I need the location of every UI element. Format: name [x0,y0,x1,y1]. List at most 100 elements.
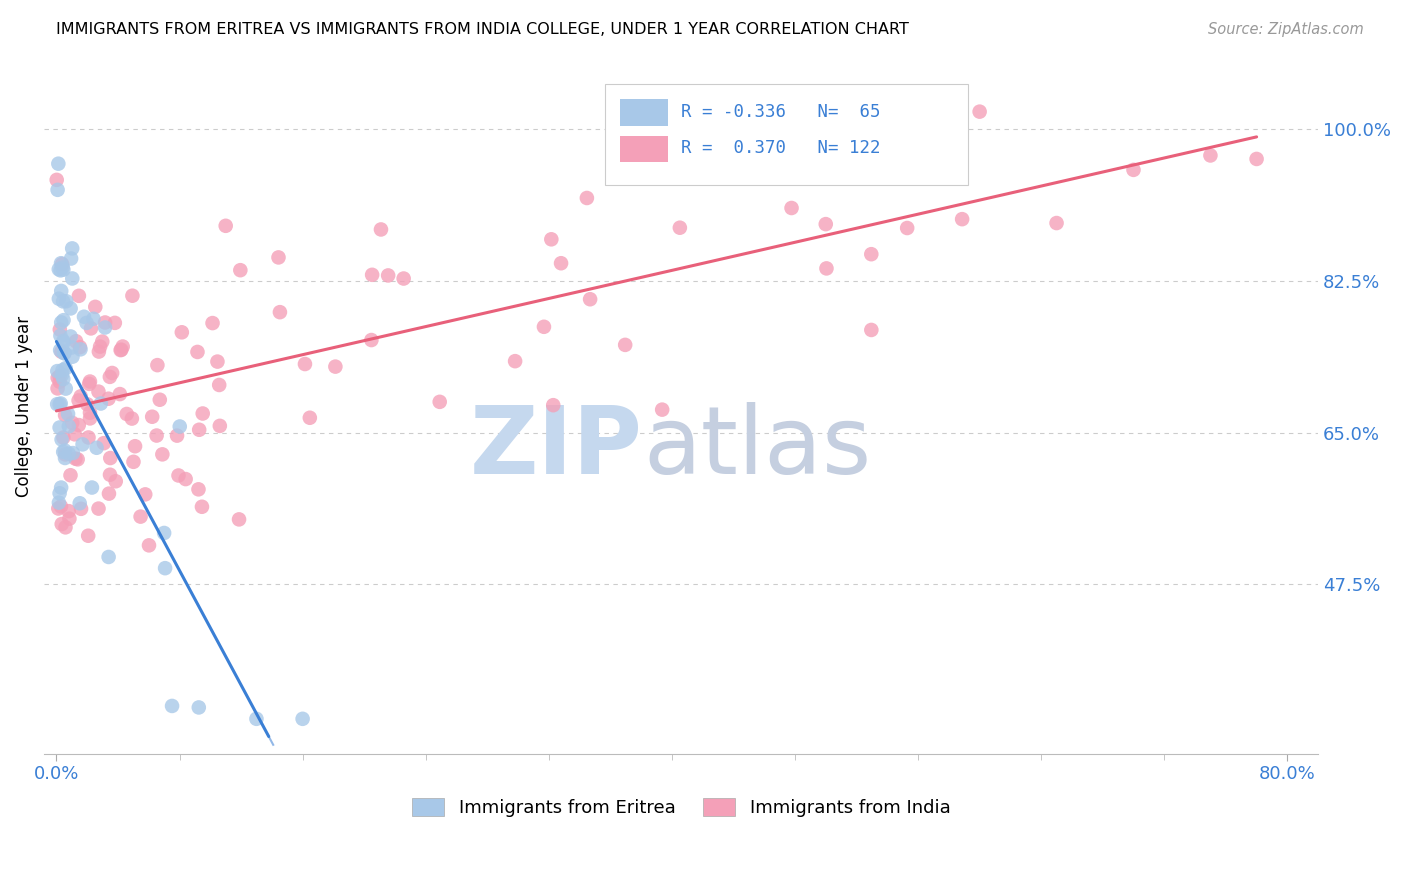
Point [51,284,73,298]
Point [87,501,110,516]
Point [160,698,183,713]
Point [86,441,108,455]
Point [170,326,193,340]
Point [80,481,103,495]
Point [187,483,209,497]
Point [84,300,107,314]
Point [51,368,73,382]
Point [46,183,69,197]
Text: R =  0.370   N= 122: R = 0.370 N= 122 [681,139,880,157]
Point [58,447,80,461]
Point [48,262,70,277]
Point [45,173,67,187]
Point [52,445,75,459]
Point [46,157,69,171]
Point [98,467,121,482]
Point [49,500,72,514]
Point [1122,162,1144,177]
Point [51,433,73,447]
Point [46,397,69,411]
Point [46,501,69,516]
Point [59,301,82,316]
Point [55,361,77,376]
Point [48,420,70,434]
Point [77,430,100,444]
Point [97,486,120,500]
Point [55,382,77,396]
Point [60,241,83,255]
Point [53,408,76,422]
Point [52,294,75,309]
Point [49,481,72,495]
Point [59,468,82,483]
Point [361,268,384,282]
Text: R = -0.336   N=  65: R = -0.336 N= 65 [681,103,880,120]
Point [228,512,250,526]
Point [167,468,190,483]
Point [896,221,918,235]
Point [58,419,80,434]
Point [325,359,347,374]
Point [60,252,83,266]
Point [150,447,173,461]
Point [46,364,69,378]
Point [145,428,167,442]
Text: atlas: atlas [643,402,872,494]
Point [58,504,80,518]
Text: Source: ZipAtlas.com: Source: ZipAtlas.com [1208,22,1364,37]
Point [48,369,70,384]
Point [94,320,117,334]
Point [124,439,146,453]
Point [166,428,188,442]
Point [891,169,914,183]
Point [949,144,972,158]
Point [97,549,120,564]
Point [63,427,86,442]
Point [46,381,69,395]
Point [121,411,143,425]
Point [49,322,72,336]
Point [215,219,238,233]
Point [540,232,562,246]
Point [62,350,84,364]
Point [56,407,79,421]
Point [360,333,382,347]
Point [53,346,76,360]
Point [48,496,70,510]
Point [51,517,73,532]
Point [191,407,214,421]
Bar [620,99,668,126]
Point [77,376,100,391]
Point [69,496,91,510]
Point [73,310,96,324]
Point [122,455,145,469]
Point [48,375,70,389]
Point [49,396,72,410]
Point [67,393,90,408]
Point [860,323,883,337]
Point [651,402,673,417]
Point [370,222,392,236]
Point [70,501,93,516]
Point [55,520,77,534]
Point [52,262,75,277]
Point [207,354,229,368]
Point [59,329,82,343]
Point [52,313,75,327]
Point [48,292,70,306]
Point [51,316,73,330]
Point [104,316,127,330]
Point [121,289,143,303]
Point [98,369,121,384]
Point [860,247,883,261]
Point [186,345,208,359]
Point [69,389,91,403]
Point [52,335,75,350]
Point [229,263,252,277]
Point [146,358,169,372]
Point [245,712,267,726]
Point [66,452,89,467]
Point [138,538,160,552]
Point [187,700,209,714]
Point [503,354,526,368]
